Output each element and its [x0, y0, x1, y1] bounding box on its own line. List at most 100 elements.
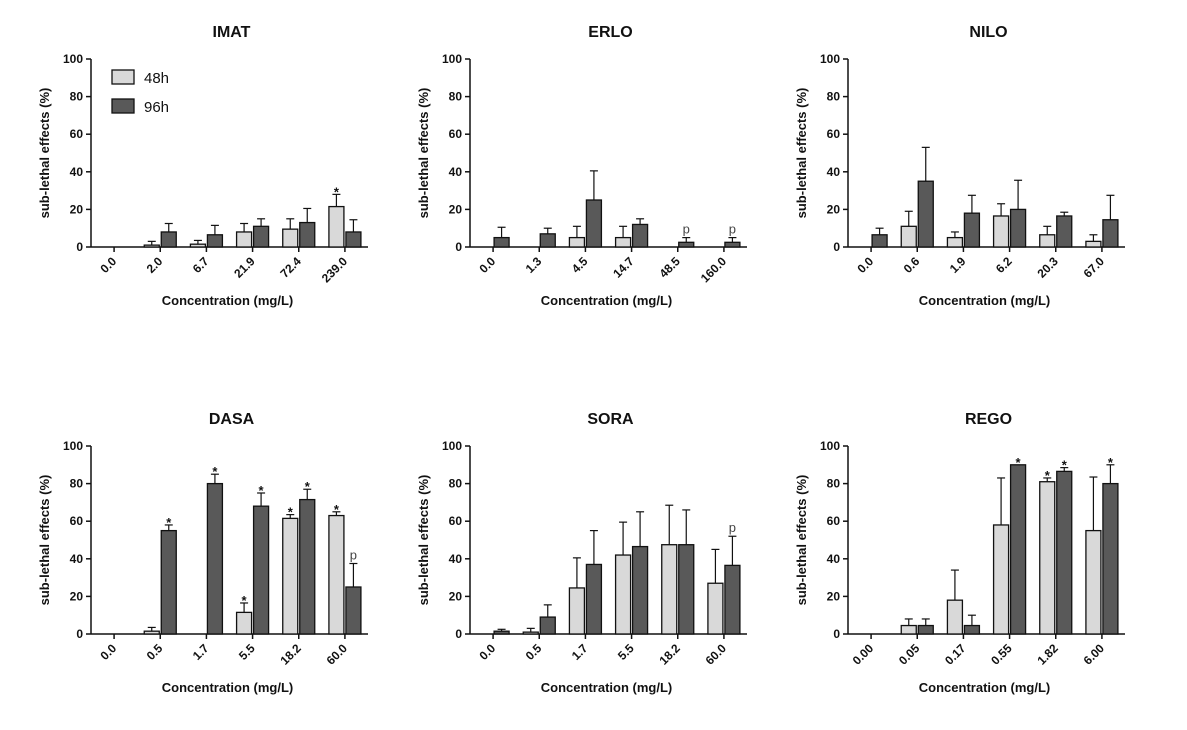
y-tick-label: 60 [827, 514, 841, 528]
bar-48h-6.7 [189, 243, 207, 248]
bar-96h-5.5 [631, 545, 649, 635]
chart-erlo: ERLO 0 20 40 60 80 100 sub-lethal effects (%) Co… [416, 24, 747, 308]
x-tick-label: 0.55 [988, 641, 1015, 668]
bar-48h-60.0 [707, 582, 724, 635]
y-tick-label: 80 [449, 90, 463, 104]
x-tick-label: 48.5 [656, 254, 683, 281]
x-tick-label: 60.0 [703, 641, 730, 668]
significance-marker: * [242, 593, 248, 608]
x-tick-label: 20.3 [1034, 254, 1061, 281]
x-tick-label: 160.0 [698, 254, 729, 285]
legend-swatch-48h [111, 69, 135, 85]
x-tick-label: 2.0 [144, 254, 166, 276]
bar-48h-6.00 [1085, 529, 1102, 635]
bar-96h-4.5 [585, 199, 603, 248]
x-axis-label: Concentration (mg/L) [919, 293, 1050, 308]
chart-title: DASA [209, 411, 255, 428]
bar-48h-0.55 [992, 524, 1010, 635]
bar-96h-1.7 [206, 482, 224, 635]
x-axis-label: Concentration (mg/L) [162, 680, 293, 695]
y-tick-label: 80 [70, 477, 84, 491]
y-tick-label: 20 [449, 202, 463, 216]
y-tick-label: 80 [70, 90, 84, 104]
significance-marker: * [305, 479, 311, 494]
bar-48h-239.0 [328, 205, 345, 248]
bar-96h-0.17 [963, 624, 981, 635]
p-marker: p [350, 548, 357, 563]
bar-48h-1.9 [946, 236, 964, 248]
y-tick-label: 60 [70, 127, 84, 141]
x-tick-label: 0.0 [98, 641, 120, 663]
x-tick-label: 1.82 [1034, 641, 1061, 668]
y-tick-label: 80 [449, 477, 463, 491]
legend-label: 96h [144, 99, 169, 116]
legend: 48h 96h [111, 69, 169, 116]
y-tick-label: 0 [76, 240, 83, 254]
legend-label: 48h [144, 70, 169, 87]
bar-96h-2.0 [160, 231, 177, 248]
y-tick-label: 0 [76, 627, 83, 641]
x-tick-label: 0.17 [942, 641, 969, 668]
bar-48h-0.5 [522, 631, 539, 635]
bar-96h-48.5 [678, 241, 695, 248]
bar-96h-6.7 [206, 234, 224, 248]
bar-48h-1.7 [568, 587, 586, 635]
bar-96h-0.05 [917, 624, 934, 635]
y-tick-label: 100 [820, 439, 840, 453]
x-tick-label: 21.9 [231, 254, 258, 281]
significance-marker: * [166, 515, 172, 530]
x-tick-label: 1.7 [569, 641, 591, 663]
bar-96h-1.82 [1056, 470, 1073, 635]
y-tick-label: 80 [827, 477, 841, 491]
bar-48h-2.0 [143, 244, 160, 248]
bar-96h-0.0 [493, 236, 510, 248]
x-tick-label: 239.0 [319, 254, 350, 285]
y-tick-label: 100 [820, 52, 840, 66]
chart-imat: IMAT 0 20 40 60 80 100 sub-lethal effects (%) Co… [37, 24, 368, 308]
bar-48h-14.7 [614, 236, 632, 248]
bar-48h-21.9 [235, 231, 253, 248]
y-tick-label: 80 [827, 90, 841, 104]
chart-sora: SORA 0 20 40 60 80 100 sub-lethal effects (%) Co… [416, 411, 747, 695]
bar-96h-21.9 [252, 225, 270, 248]
bar-96h-0.55 [1009, 464, 1027, 635]
bar-48h-1.82 [1039, 481, 1056, 635]
bar-96h-18.2 [299, 498, 316, 635]
bar-48h-60.0 [328, 514, 345, 635]
chart-dasa: DASA 0 20 40 60 80 100 sub-lethal effects (%) Co… [37, 411, 368, 695]
bar-96h-0.0 [493, 630, 510, 635]
bar-96h-6.2 [1009, 208, 1027, 248]
x-tick-label: 1.3 [523, 254, 545, 276]
bar-48h-6.2 [992, 215, 1010, 248]
y-tick-label: 20 [70, 589, 84, 603]
bar-48h-18.2 [282, 517, 299, 635]
x-tick-label: 0.5 [144, 641, 166, 663]
x-tick-label: 5.5 [615, 641, 637, 663]
y-tick-label: 0 [833, 240, 840, 254]
x-axis-label: Concentration (mg/L) [162, 293, 293, 308]
y-axis-label: sub-lethal effects (%) [37, 88, 52, 219]
bar-96h-1.3 [539, 233, 556, 248]
x-tick-label: 14.7 [610, 254, 637, 281]
x-tick-label: 0.05 [896, 641, 923, 668]
bar-48h-0.17 [946, 599, 964, 635]
y-tick-label: 60 [70, 514, 84, 528]
chart-nilo: NILO 0 20 40 60 80 100 sub-lethal effects (%) Co… [794, 24, 1125, 308]
y-tick-label: 20 [827, 202, 841, 216]
bar-96h-20.3 [1056, 215, 1073, 248]
bar-48h-5.5 [614, 554, 632, 635]
x-tick-label: 67.0 [1081, 254, 1108, 281]
y-tick-label: 0 [833, 627, 840, 641]
x-axis-label: Concentration (mg/L) [541, 293, 672, 308]
y-tick-label: 0 [455, 240, 462, 254]
y-tick-label: 100 [442, 52, 462, 66]
significance-marker: * [1045, 468, 1051, 483]
bar-96h-0.5 [160, 529, 177, 635]
bar-48h-20.3 [1039, 234, 1056, 248]
significance-marker: * [259, 483, 265, 498]
y-axis-label: sub-lethal effects (%) [416, 88, 431, 219]
x-tick-label: 6.00 [1081, 641, 1108, 668]
significance-marker: * [1016, 455, 1022, 470]
y-tick-label: 20 [449, 589, 463, 603]
